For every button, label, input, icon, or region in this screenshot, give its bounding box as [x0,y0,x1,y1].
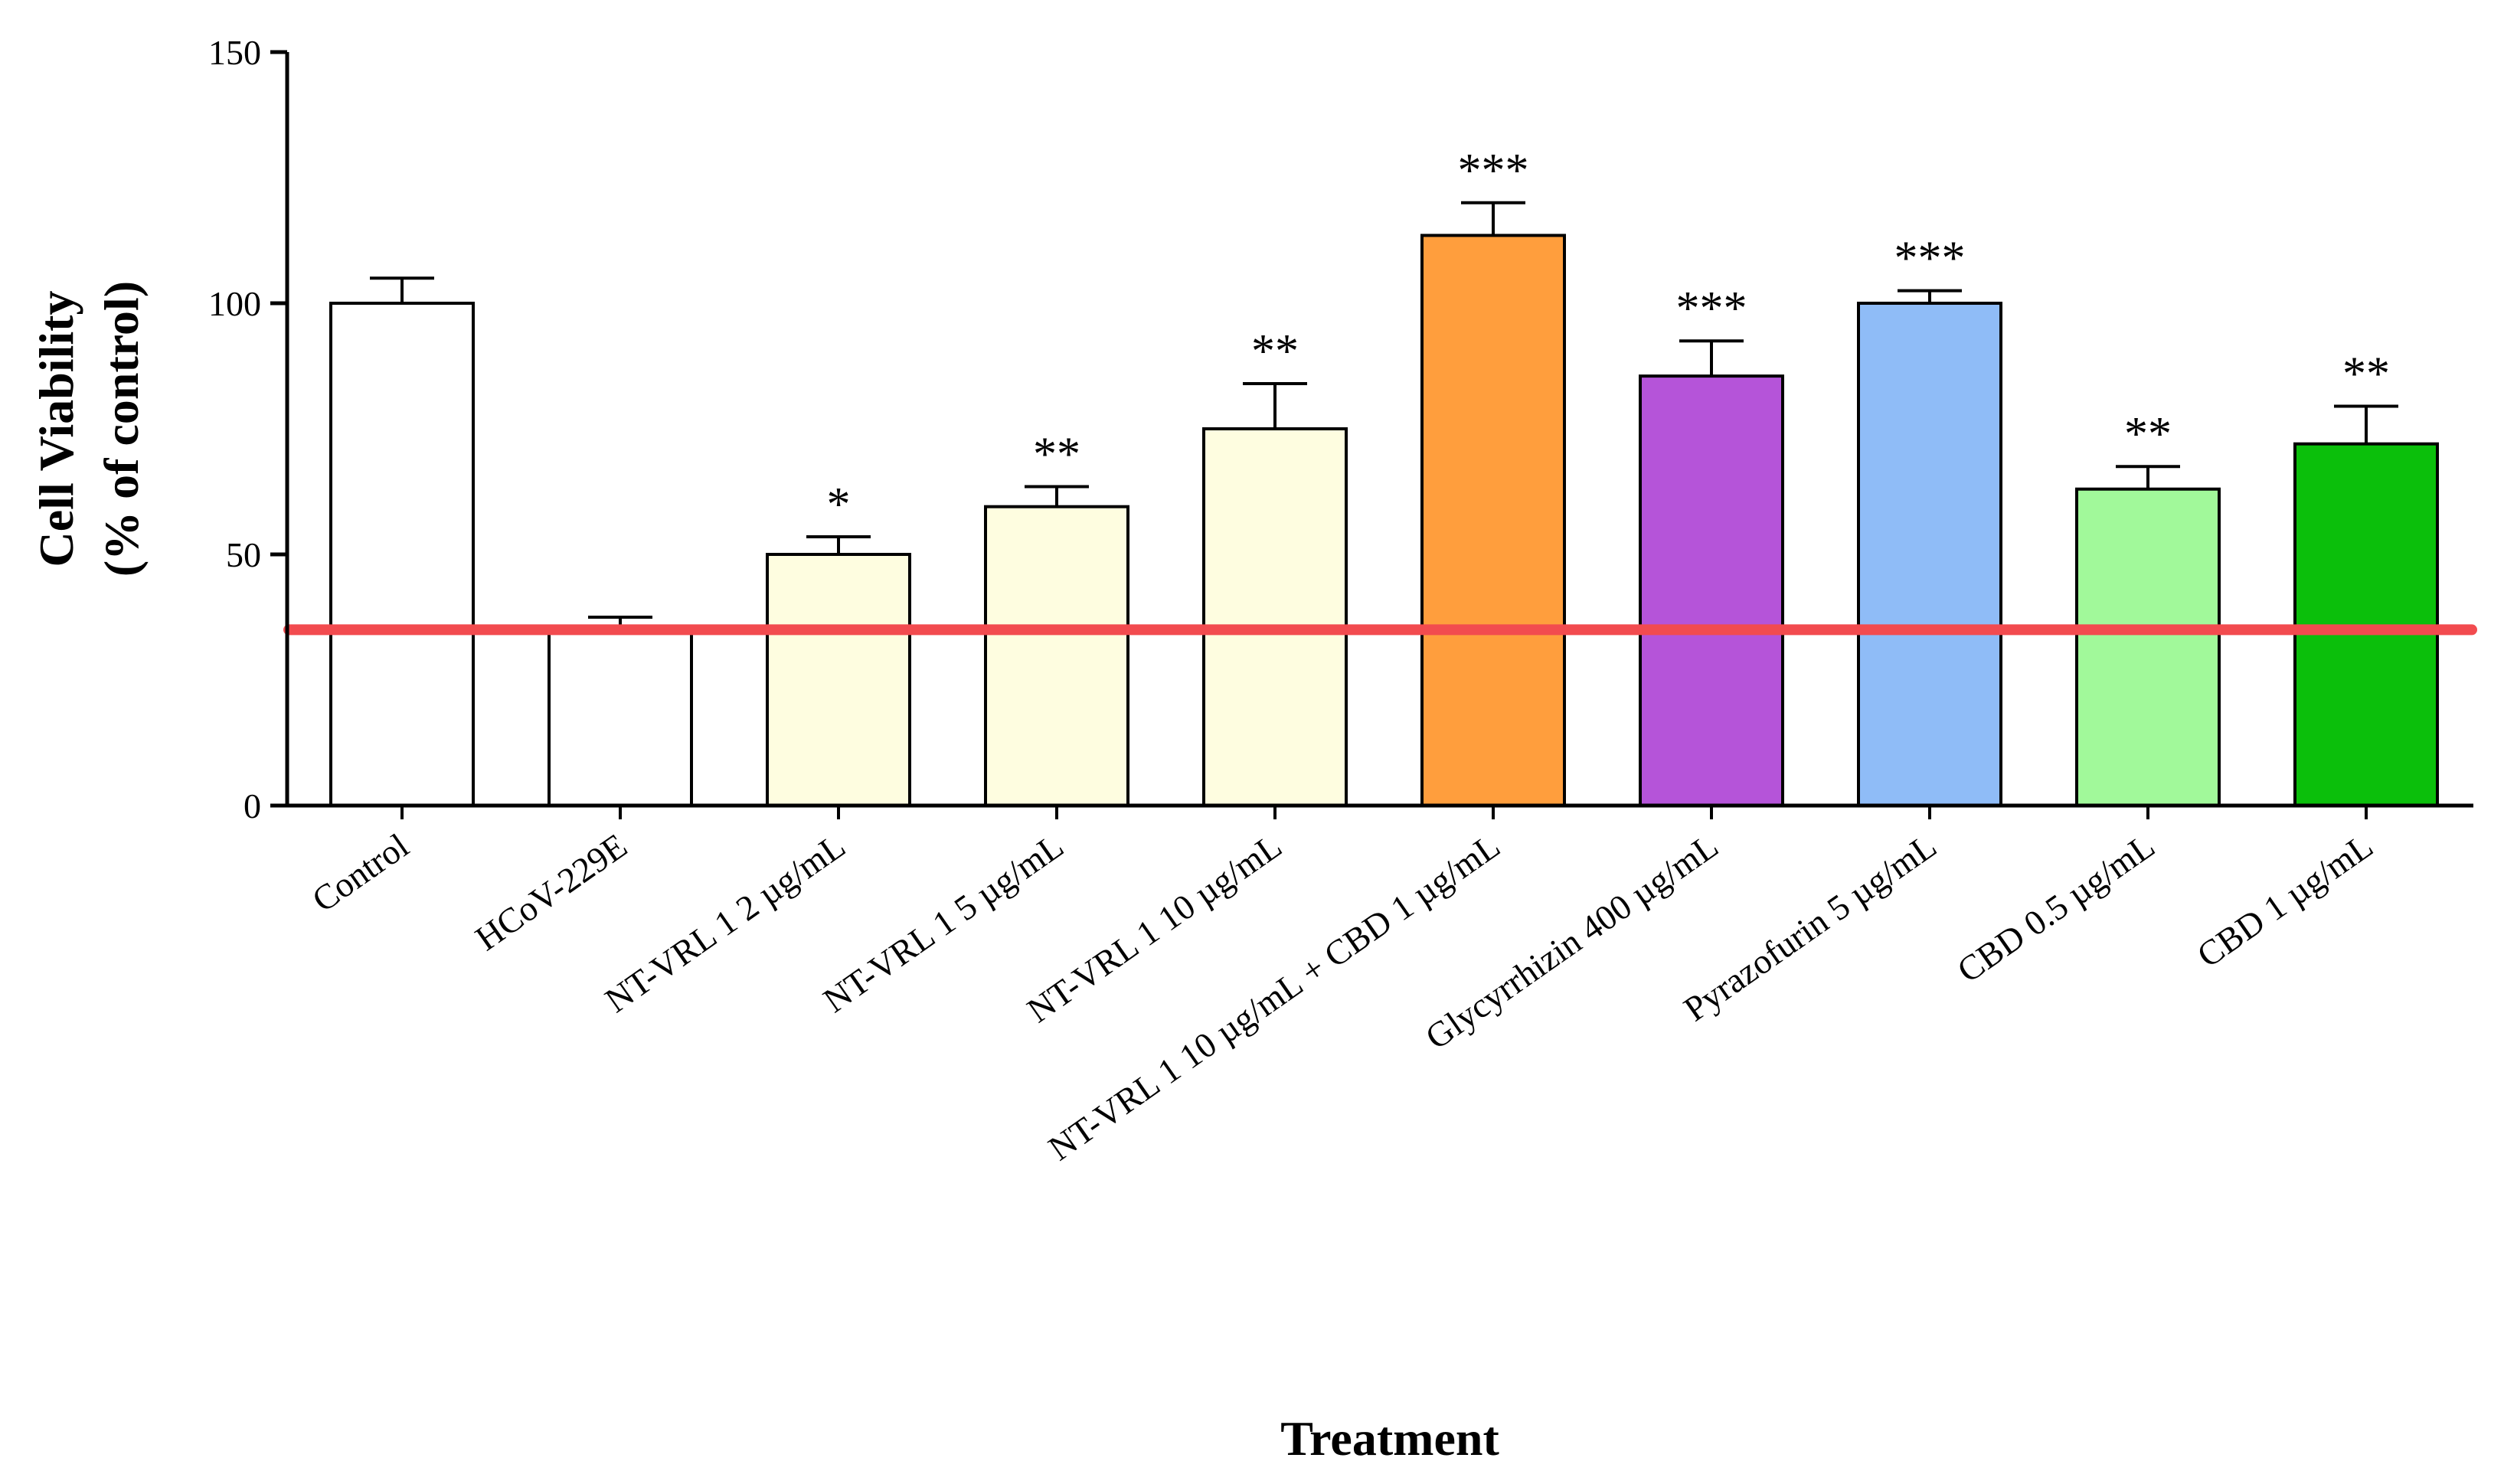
bar-0 [329,302,475,807]
significance-label-3: ** [1033,428,1080,480]
bar-3 [984,505,1129,807]
significance-markers: ****************** [827,145,2391,531]
bar-2 [766,553,911,807]
y-tick-label-1: 50 [226,535,261,574]
bars [329,234,2439,808]
category-label-0: Control [305,825,415,919]
bar-4 [1202,427,1348,807]
y-axis-title-line-1: Cell Viability [29,291,83,567]
y-axis-title-line-2: (% of control) [94,281,149,577]
significance-label-2: * [827,479,851,531]
significance-label-6: *** [1676,283,1747,335]
significance-label-8: ** [2124,408,2172,460]
axes [285,52,2473,819]
axis-titles: Treatment Cell Viability (% of control) [29,281,1499,1466]
y-tick-label-2: 100 [208,284,261,323]
category-label-5: NT-VRL 1 10 µg/mL + CBD 1 µg/mL [1041,825,1507,1168]
error-bars [370,201,2398,630]
y-ticks: 0 50 100 150 [208,33,287,825]
y-tick-label-0: 0 [244,786,261,825]
significance-label-9: ** [2342,348,2390,400]
bar-8 [2075,487,2221,807]
category-label-8: CBD 0.5 µg/mL [1950,825,2162,990]
bar-5 [1420,234,1566,807]
x-axis-title: Treatment [1280,1411,1499,1466]
bar-7 [1857,302,2002,807]
significance-label-4: ** [1251,325,1299,378]
significance-label-5: *** [1458,145,1529,197]
category-label-9: CBD 1 µg/mL [2190,825,2380,975]
category-label-1: HCoV-229E [468,825,633,958]
category-label-2: NT-VRL 1 2 µg/mL [598,825,852,1020]
y-tick-label-3: 150 [208,33,261,72]
bar-6 [1639,374,1784,807]
significance-label-7: *** [1894,233,1966,285]
bar-1 [548,628,693,808]
